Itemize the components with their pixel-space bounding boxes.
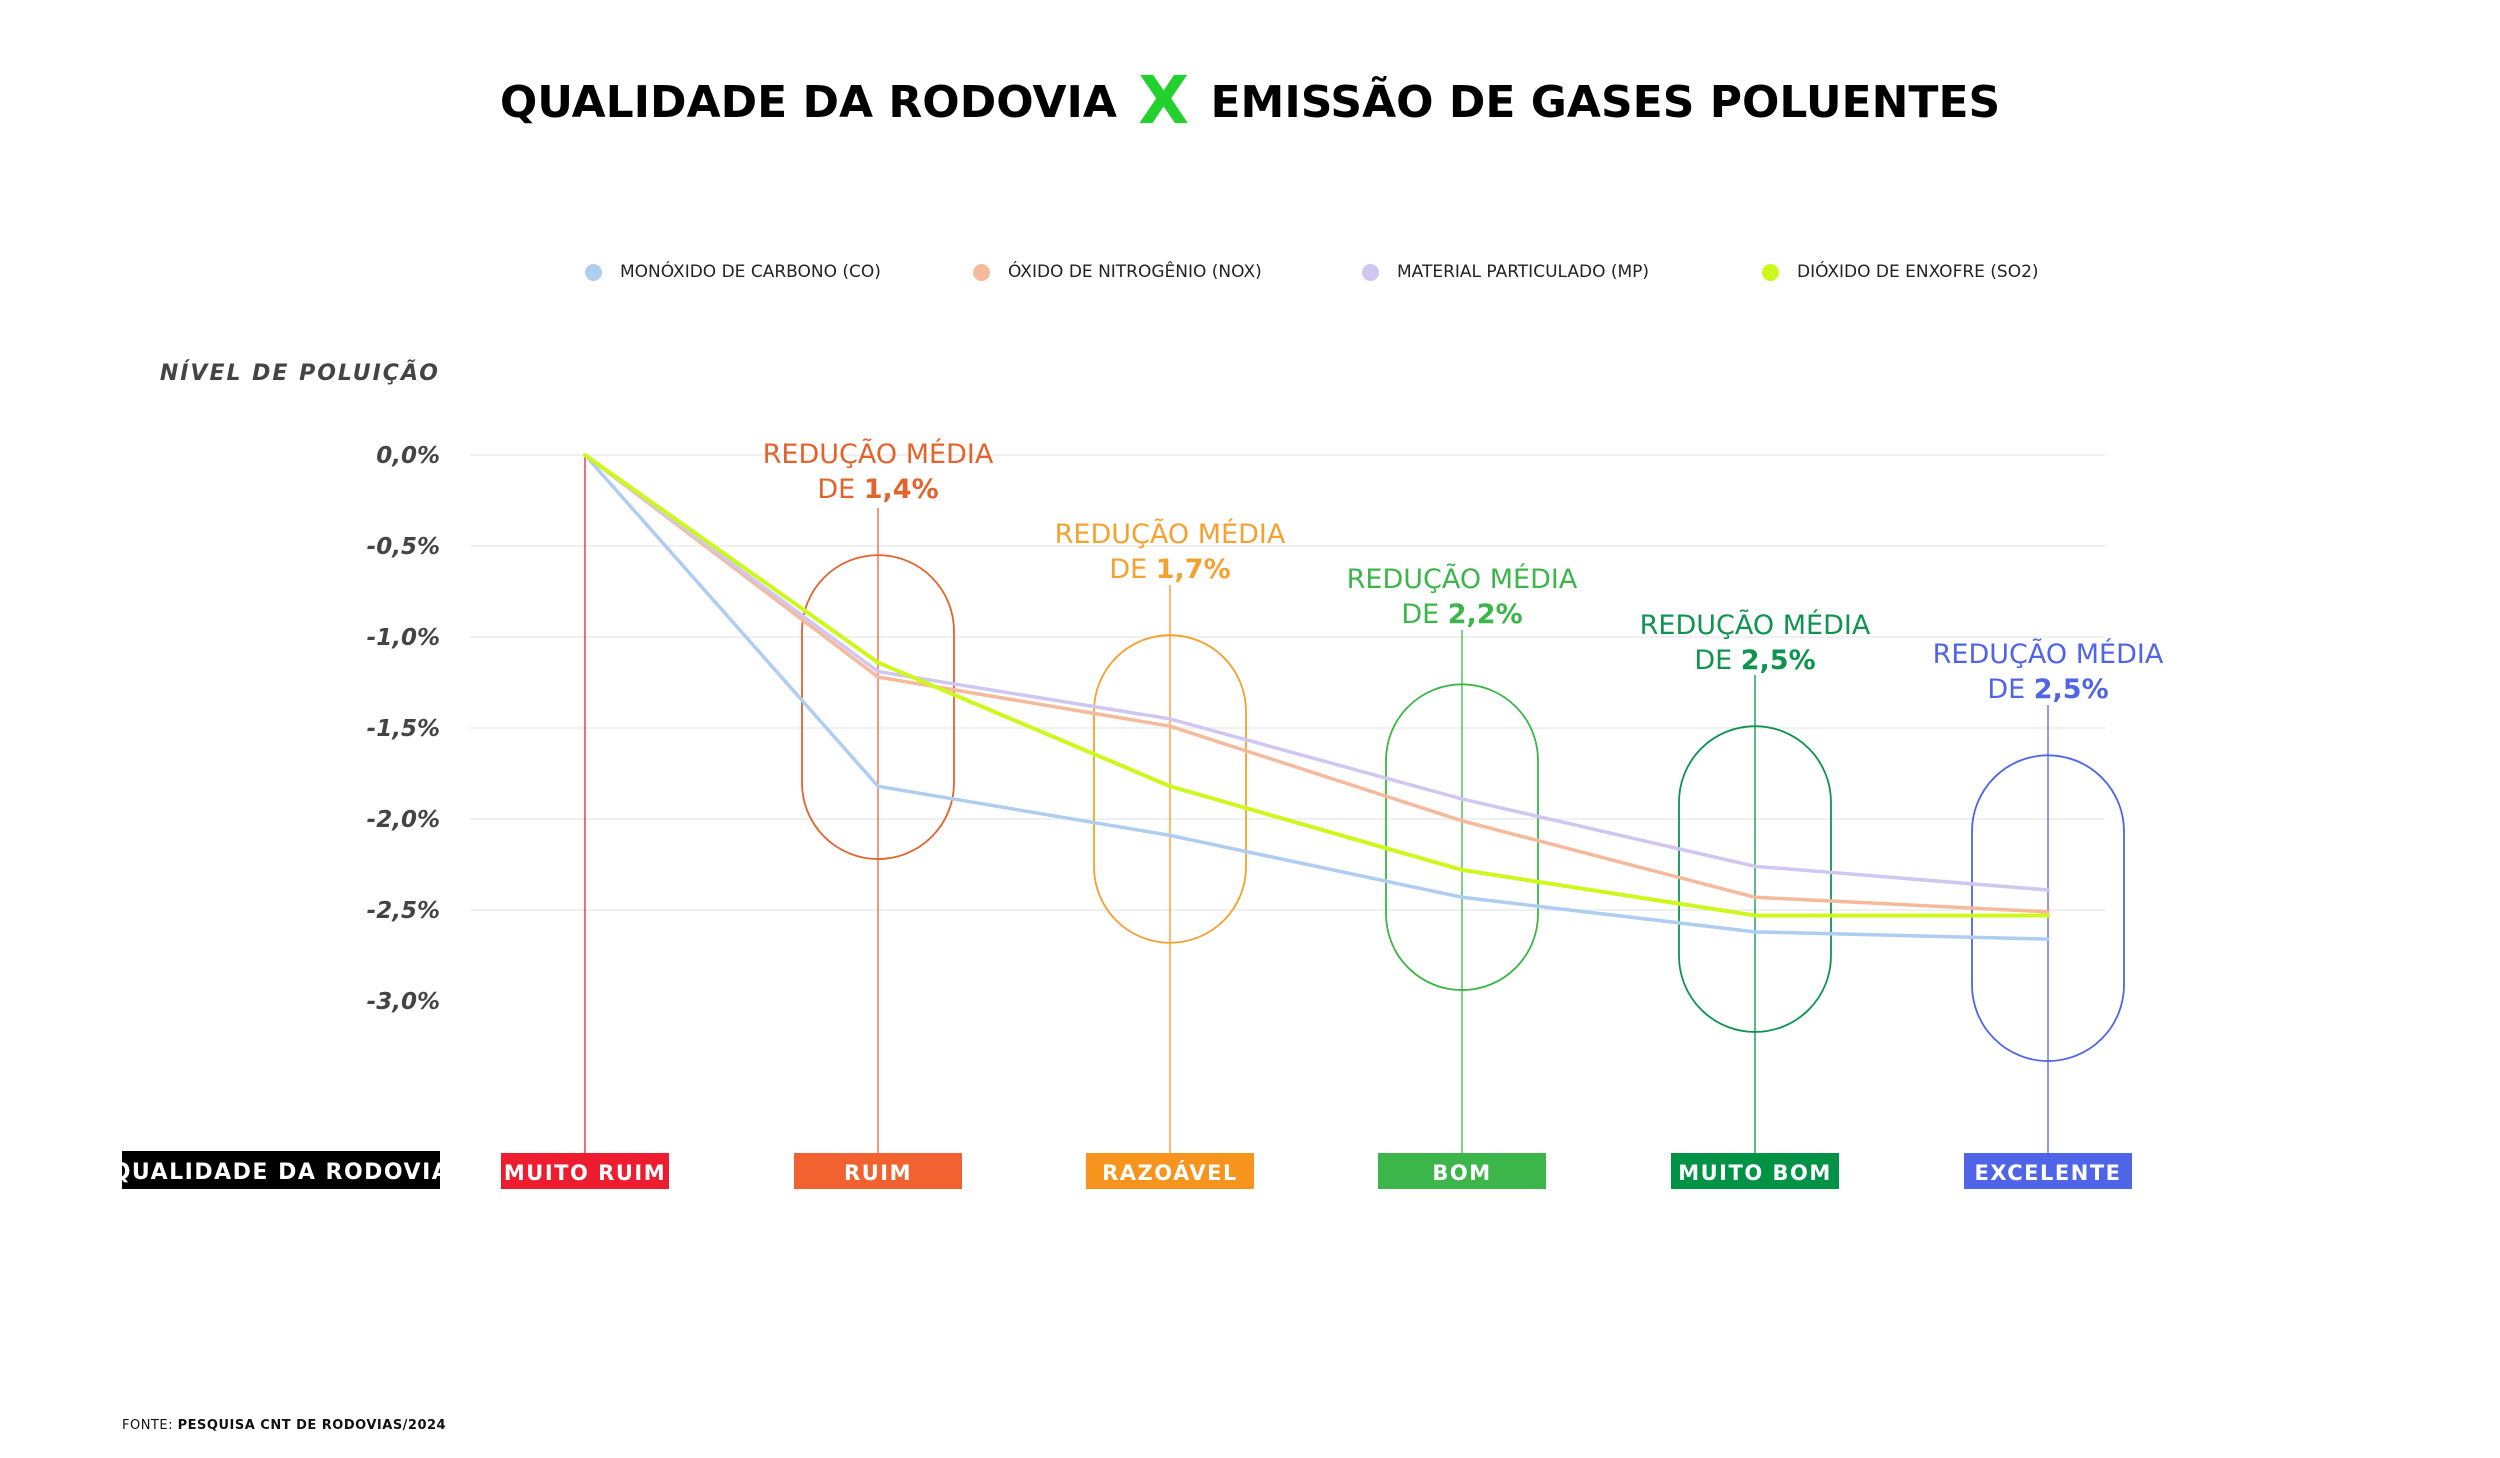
annotation-prefix: DE [1694, 645, 1740, 676]
category-label: RUIM [844, 1161, 912, 1185]
category-label: MUITO BOM [1678, 1161, 1832, 1185]
category-label-box [501, 1153, 669, 1189]
source-prefix: FONTE: [122, 1418, 173, 1433]
series-line-so2 [583, 453, 2050, 918]
x-axis-label: QUALIDADE DA RODOVIA [112, 1160, 451, 1185]
x-axis-label-box [122, 1151, 440, 1189]
reduction-pill [1093, 634, 1247, 944]
legend-label-nox: ÓXIDO DE NITROGÊNIO (NOX) [1008, 262, 1262, 282]
category-label-box [1964, 1153, 2132, 1189]
title-part-2: EMISSÃO DE GASES POLUENTES [1210, 77, 2001, 128]
annotation-line-2: DE 2,2% [1401, 599, 1522, 630]
annotation-line-1: REDUÇÃO MÉDIA [763, 438, 994, 470]
legend-dot-nox [973, 263, 990, 281]
legend-label-co: MONÓXIDO DE CARBONO (CO) [620, 262, 881, 282]
annotation-line-2: DE 2,5% [1694, 645, 1815, 676]
legend-label-so2: DIÓXIDO DE ENXOFRE (SO2) [1797, 262, 2039, 282]
reduction-pill [1385, 683, 1539, 991]
y-tick-label: -1,5% [367, 716, 440, 742]
annotation-line-1: REDUÇÃO MÉDIA [1933, 638, 2164, 670]
source-note: FONTE: PESQUISA CNT DE RODOVIAS/2024 [122, 1418, 446, 1433]
annotation-line-1: REDUÇÃO MÉDIA [1640, 609, 1871, 641]
category-label-box [794, 1153, 962, 1189]
series-line-co [583, 453, 2050, 941]
chart-legend: MONÓXIDO DE CARBONO (CO) ÓXIDO DE NITROG… [0, 262, 2500, 292]
category-label-box [1086, 1153, 1254, 1189]
legend-dot-co [585, 263, 602, 281]
legend-dot-so2 [1762, 263, 1779, 281]
legend-item-so2: DIÓXIDO DE ENXOFRE (SO2) [1762, 262, 2039, 282]
y-tick-label: 0,0% [376, 443, 440, 469]
y-tick-label: -3,0% [367, 989, 440, 1015]
annotation-value: 2,5% [2034, 674, 2109, 705]
legend-label-mp: MATERIAL PARTICULADO (MP) [1397, 262, 1650, 282]
annotation-prefix: DE [1401, 599, 1447, 630]
series-line-mp [583, 453, 2050, 892]
y-tick-label: -1,0% [367, 625, 440, 651]
series-line-nox [583, 453, 2050, 914]
y-axis-label: NÍVEL DE POLUIÇÃO [160, 360, 440, 386]
y-tick-label: -2,0% [367, 807, 440, 833]
legend-dot-mp [1362, 263, 1379, 281]
annotation-line-2: DE 1,7% [1109, 554, 1230, 585]
annotation-line-1: REDUÇÃO MÉDIA [1347, 563, 1578, 595]
annotation-value: 1,7% [1156, 554, 1231, 585]
y-tick-label: -2,5% [367, 898, 440, 924]
annotation-value: 2,2% [1448, 599, 1523, 630]
category-label: RAZOÁVEL [1102, 1160, 1238, 1185]
legend-item-nox: ÓXIDO DE NITROGÊNIO (NOX) [973, 262, 1262, 282]
category-label: EXCELENTE [1974, 1161, 2121, 1185]
category-label-box [1378, 1153, 1546, 1189]
annotation-prefix: DE [817, 474, 863, 505]
source-text: PESQUISA CNT DE RODOVIAS/2024 [177, 1418, 447, 1433]
category-label-box [1671, 1153, 1839, 1189]
legend-item-mp: MATERIAL PARTICULADO (MP) [1362, 262, 1649, 282]
category-label: BOM [1432, 1161, 1491, 1185]
y-tick-label: -0,5% [367, 534, 440, 560]
annotation-line-2: DE 2,5% [1987, 674, 2108, 705]
page-title: QUALIDADE DA RODOVIA X EMISSÃO DE GASES … [0, 62, 2500, 139]
annotation-prefix: DE [1987, 674, 2033, 705]
category-label: MUITO RUIM [504, 1161, 666, 1185]
annotation-line-1: REDUÇÃO MÉDIA [1055, 518, 1286, 550]
title-x-mark: X [1138, 62, 1190, 139]
annotation-line-2: DE 1,4% [817, 474, 938, 505]
annotation-value: 1,4% [864, 474, 939, 505]
annotation-value: 2,5% [1741, 645, 1816, 676]
legend-item-co: MONÓXIDO DE CARBONO (CO) [585, 262, 881, 282]
annotation-prefix: DE [1109, 554, 1155, 585]
title-part-1: QUALIDADE DA RODOVIA [499, 77, 1117, 128]
reduction-pill [801, 554, 955, 860]
